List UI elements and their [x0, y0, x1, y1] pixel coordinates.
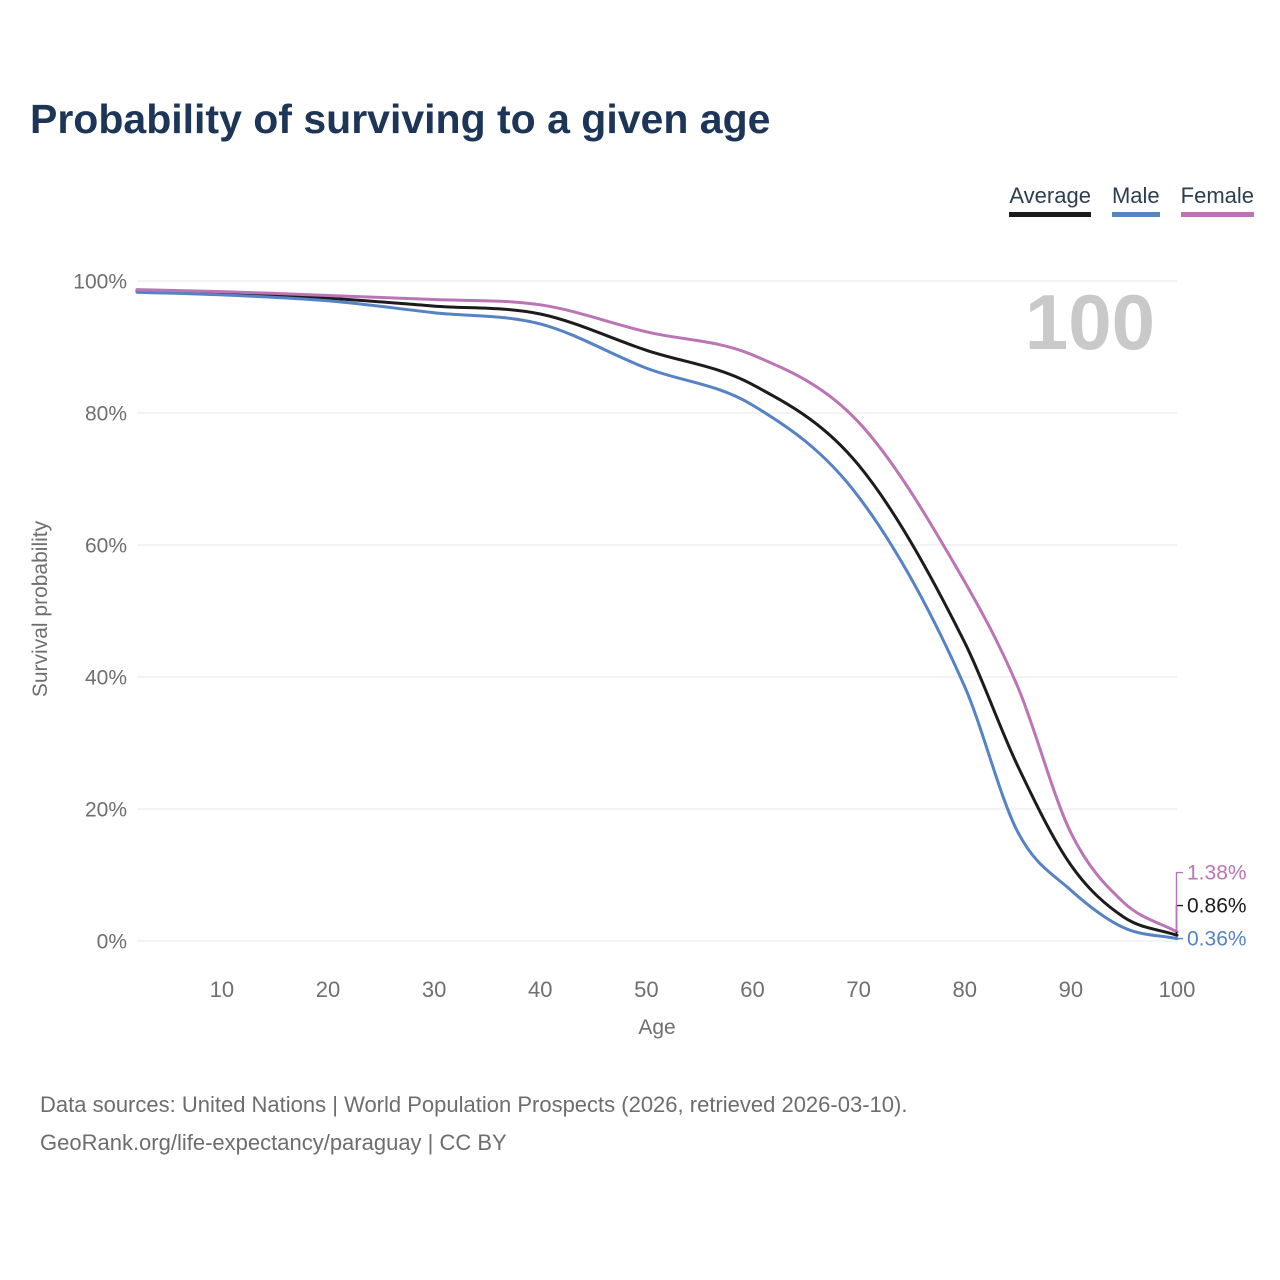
x-axis-ticks: 10 20 30 40 50 60 70 80 90 100 — [210, 977, 1196, 1002]
x-tick-label: 40 — [528, 977, 552, 1002]
x-tick-label: 30 — [422, 977, 446, 1002]
x-tick-label: 70 — [846, 977, 870, 1002]
y-axis-title: Survival probability — [29, 520, 52, 697]
chart-plot-area[interactable] — [137, 281, 1177, 941]
footer: Data sources: United Nations | World Pop… — [40, 1086, 907, 1162]
x-tick-label: 100 — [1159, 977, 1196, 1002]
series-line-male — [135, 290, 1179, 941]
footer-attribution: GeoRank.org/life-expectancy/paraguay | C… — [40, 1130, 507, 1155]
series-line-female — [135, 288, 1179, 934]
legend-item-male[interactable]: Male — [1111, 183, 1160, 218]
end-value-label-male: 0.36% — [1187, 928, 1247, 951]
legend-item-average[interactable]: Average — [1009, 183, 1091, 218]
y-tick-label: 60% — [85, 535, 127, 558]
x-axis-title: Age — [638, 1016, 675, 1039]
legend: Average Male Female — [1009, 183, 1254, 218]
x-tick-label: 80 — [953, 977, 977, 1002]
y-tick-label: 80% — [85, 403, 127, 426]
survival-chart: 0% 20% 40% 60% 80% 100% 100 10 20 30 40 50 60 70 80 9… — [29, 271, 1247, 1040]
series-lines — [135, 288, 1179, 941]
x-tick-label: 10 — [210, 977, 234, 1002]
x-tick-label: 20 — [316, 977, 340, 1002]
legend-item-female[interactable]: Female — [1180, 183, 1254, 218]
page-title: Probability of surviving to a given age — [30, 96, 771, 142]
x-tick-label: 90 — [1059, 977, 1083, 1002]
end-value-label-average: 0.86% — [1187, 895, 1247, 918]
chart-area: 0% 20% 40% 60% 80% 100% 100 10 20 30 40 50 60 70 80 9… — [0, 240, 1280, 1055]
gridlines: 0% 20% 40% 60% 80% 100% — [73, 271, 1177, 954]
x-tick-label: 60 — [740, 977, 764, 1002]
y-tick-label: 0% — [97, 931, 127, 954]
hover-age-watermark: 100 — [1025, 278, 1155, 366]
series-line-average — [135, 289, 1179, 937]
footer-data-sources: Data sources: United Nations | World Pop… — [40, 1092, 908, 1117]
series-end-labels: 0.36% 0.86% 1.38% — [1175, 862, 1247, 951]
x-tick-label: 50 — [634, 977, 658, 1002]
end-label-connector-female — [1175, 871, 1183, 932]
y-tick-label: 40% — [85, 667, 127, 690]
y-tick-label: 20% — [85, 799, 127, 822]
y-tick-label: 100% — [73, 271, 127, 294]
end-value-label-female: 1.38% — [1187, 862, 1247, 885]
